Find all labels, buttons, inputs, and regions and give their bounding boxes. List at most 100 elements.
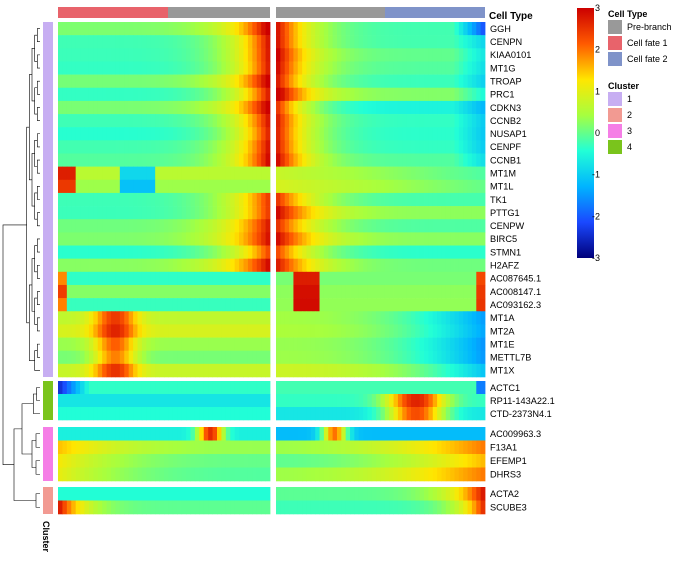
heatmap-cell — [97, 166, 103, 181]
heatmap-cell — [341, 427, 347, 441]
heatmap-cell — [458, 74, 464, 89]
heatmap-cell — [265, 127, 271, 141]
heatmap-cell — [265, 407, 271, 421]
heatmap-cell — [58, 337, 63, 352]
heatmap-cell — [261, 179, 266, 194]
heatmap-cell — [310, 440, 316, 455]
heatmap-cell — [306, 454, 312, 468]
heatmap-cell — [177, 407, 183, 421]
heatmap-cell — [102, 337, 107, 352]
heatmap-cell — [363, 48, 368, 62]
heatmap-cell — [261, 245, 266, 259]
heatmap-cell — [102, 394, 107, 408]
heatmap-cell — [376, 114, 381, 128]
heatmap-cell — [124, 206, 130, 220]
heatmap-cell — [376, 61, 381, 75]
heatmap-cell — [310, 48, 316, 62]
heatmap-cell — [177, 48, 183, 62]
heatmap-cell — [172, 467, 178, 482]
heatmap-cell — [341, 245, 347, 259]
heatmap-cell — [62, 192, 68, 207]
heatmap-cell — [155, 427, 160, 441]
heatmap-cell — [284, 500, 290, 515]
heatmap-cell — [247, 140, 253, 154]
heatmap-cell — [221, 500, 227, 515]
heatmap-cell — [80, 100, 85, 115]
heatmap-cell — [119, 258, 125, 273]
heatmap-cell — [75, 140, 81, 154]
heatmap-cell — [146, 245, 152, 259]
heatmap-cell — [252, 284, 258, 299]
heatmap-cell — [128, 394, 134, 408]
heatmap-cell — [225, 140, 231, 154]
heatmap-cell — [471, 311, 477, 325]
heatmap-cell — [106, 114, 112, 128]
heatmap-cell — [256, 74, 262, 89]
gene-label: RP11-143A22.1 — [490, 396, 555, 406]
heatmap-cell — [319, 407, 325, 421]
heatmap-cell — [415, 35, 421, 49]
heatmap-cell — [454, 271, 460, 286]
heatmap-cell — [323, 381, 329, 395]
heatmap-cell — [119, 271, 125, 286]
heatmap-cell — [261, 192, 266, 207]
heatmap-cell — [230, 258, 236, 273]
heatmap-cell — [350, 454, 355, 468]
heatmap-cell — [328, 363, 333, 378]
heatmap-cell — [297, 454, 303, 468]
heatmap-cell — [80, 324, 85, 338]
heatmap-cell — [106, 258, 112, 273]
heatmap-cell — [480, 61, 486, 75]
heatmap-cell — [384, 363, 390, 378]
heatmap-cell — [384, 284, 390, 299]
heatmap-cell — [389, 127, 394, 141]
heatmap-cell — [199, 500, 205, 515]
heatmap-cell — [380, 35, 386, 49]
heatmap-cell — [319, 427, 325, 441]
heatmap-cell — [280, 298, 286, 312]
heatmap-cell — [406, 245, 412, 259]
heatmap-cell — [137, 61, 143, 75]
heatmap-cell — [247, 206, 253, 220]
heatmap-cell — [328, 284, 333, 299]
heatmap-cell — [363, 35, 368, 49]
heatmap-cell — [467, 87, 473, 102]
heatmap-cell — [252, 381, 258, 395]
heatmap-cell — [58, 74, 63, 89]
heatmap-cell — [297, 440, 303, 455]
heatmap-cell — [328, 298, 333, 312]
heatmap-cell — [137, 35, 143, 49]
heatmap-cell — [84, 74, 90, 89]
heatmap-cell — [367, 487, 373, 501]
heatmap-cell — [323, 179, 329, 194]
heatmap-cell — [247, 100, 253, 115]
heatmap-cell — [111, 394, 116, 408]
heatmap-cell — [252, 192, 258, 207]
heatmap-cell — [221, 454, 227, 468]
heatmap-cell — [458, 311, 464, 325]
heatmap-cell — [256, 100, 262, 115]
heatmap-cell — [155, 500, 160, 515]
heatmap-cell — [137, 381, 143, 395]
heatmap-cell — [181, 192, 187, 207]
heatmap-cell — [384, 114, 390, 128]
heatmap-cell — [168, 87, 174, 102]
heatmap-cell — [402, 206, 408, 220]
heatmap-cell — [106, 427, 112, 441]
heatmap-cell — [289, 467, 294, 482]
heatmap-cell — [467, 337, 473, 352]
heatmap-cell — [208, 127, 213, 141]
heatmap-cell — [371, 22, 377, 36]
heatmap-cell — [480, 245, 486, 259]
heatmap-cell — [397, 258, 403, 273]
heatmap-cell — [480, 407, 486, 421]
heatmap-cell — [243, 48, 249, 62]
heatmap-cell — [476, 298, 482, 312]
heatmap-cell — [306, 407, 312, 421]
heatmap-cell — [66, 381, 72, 395]
heatmap-cell — [119, 48, 125, 62]
dendrogram-branch — [37, 159, 40, 174]
heatmap-cell — [58, 22, 63, 36]
heatmap-cell — [172, 407, 178, 421]
heatmap-cell — [428, 271, 434, 286]
